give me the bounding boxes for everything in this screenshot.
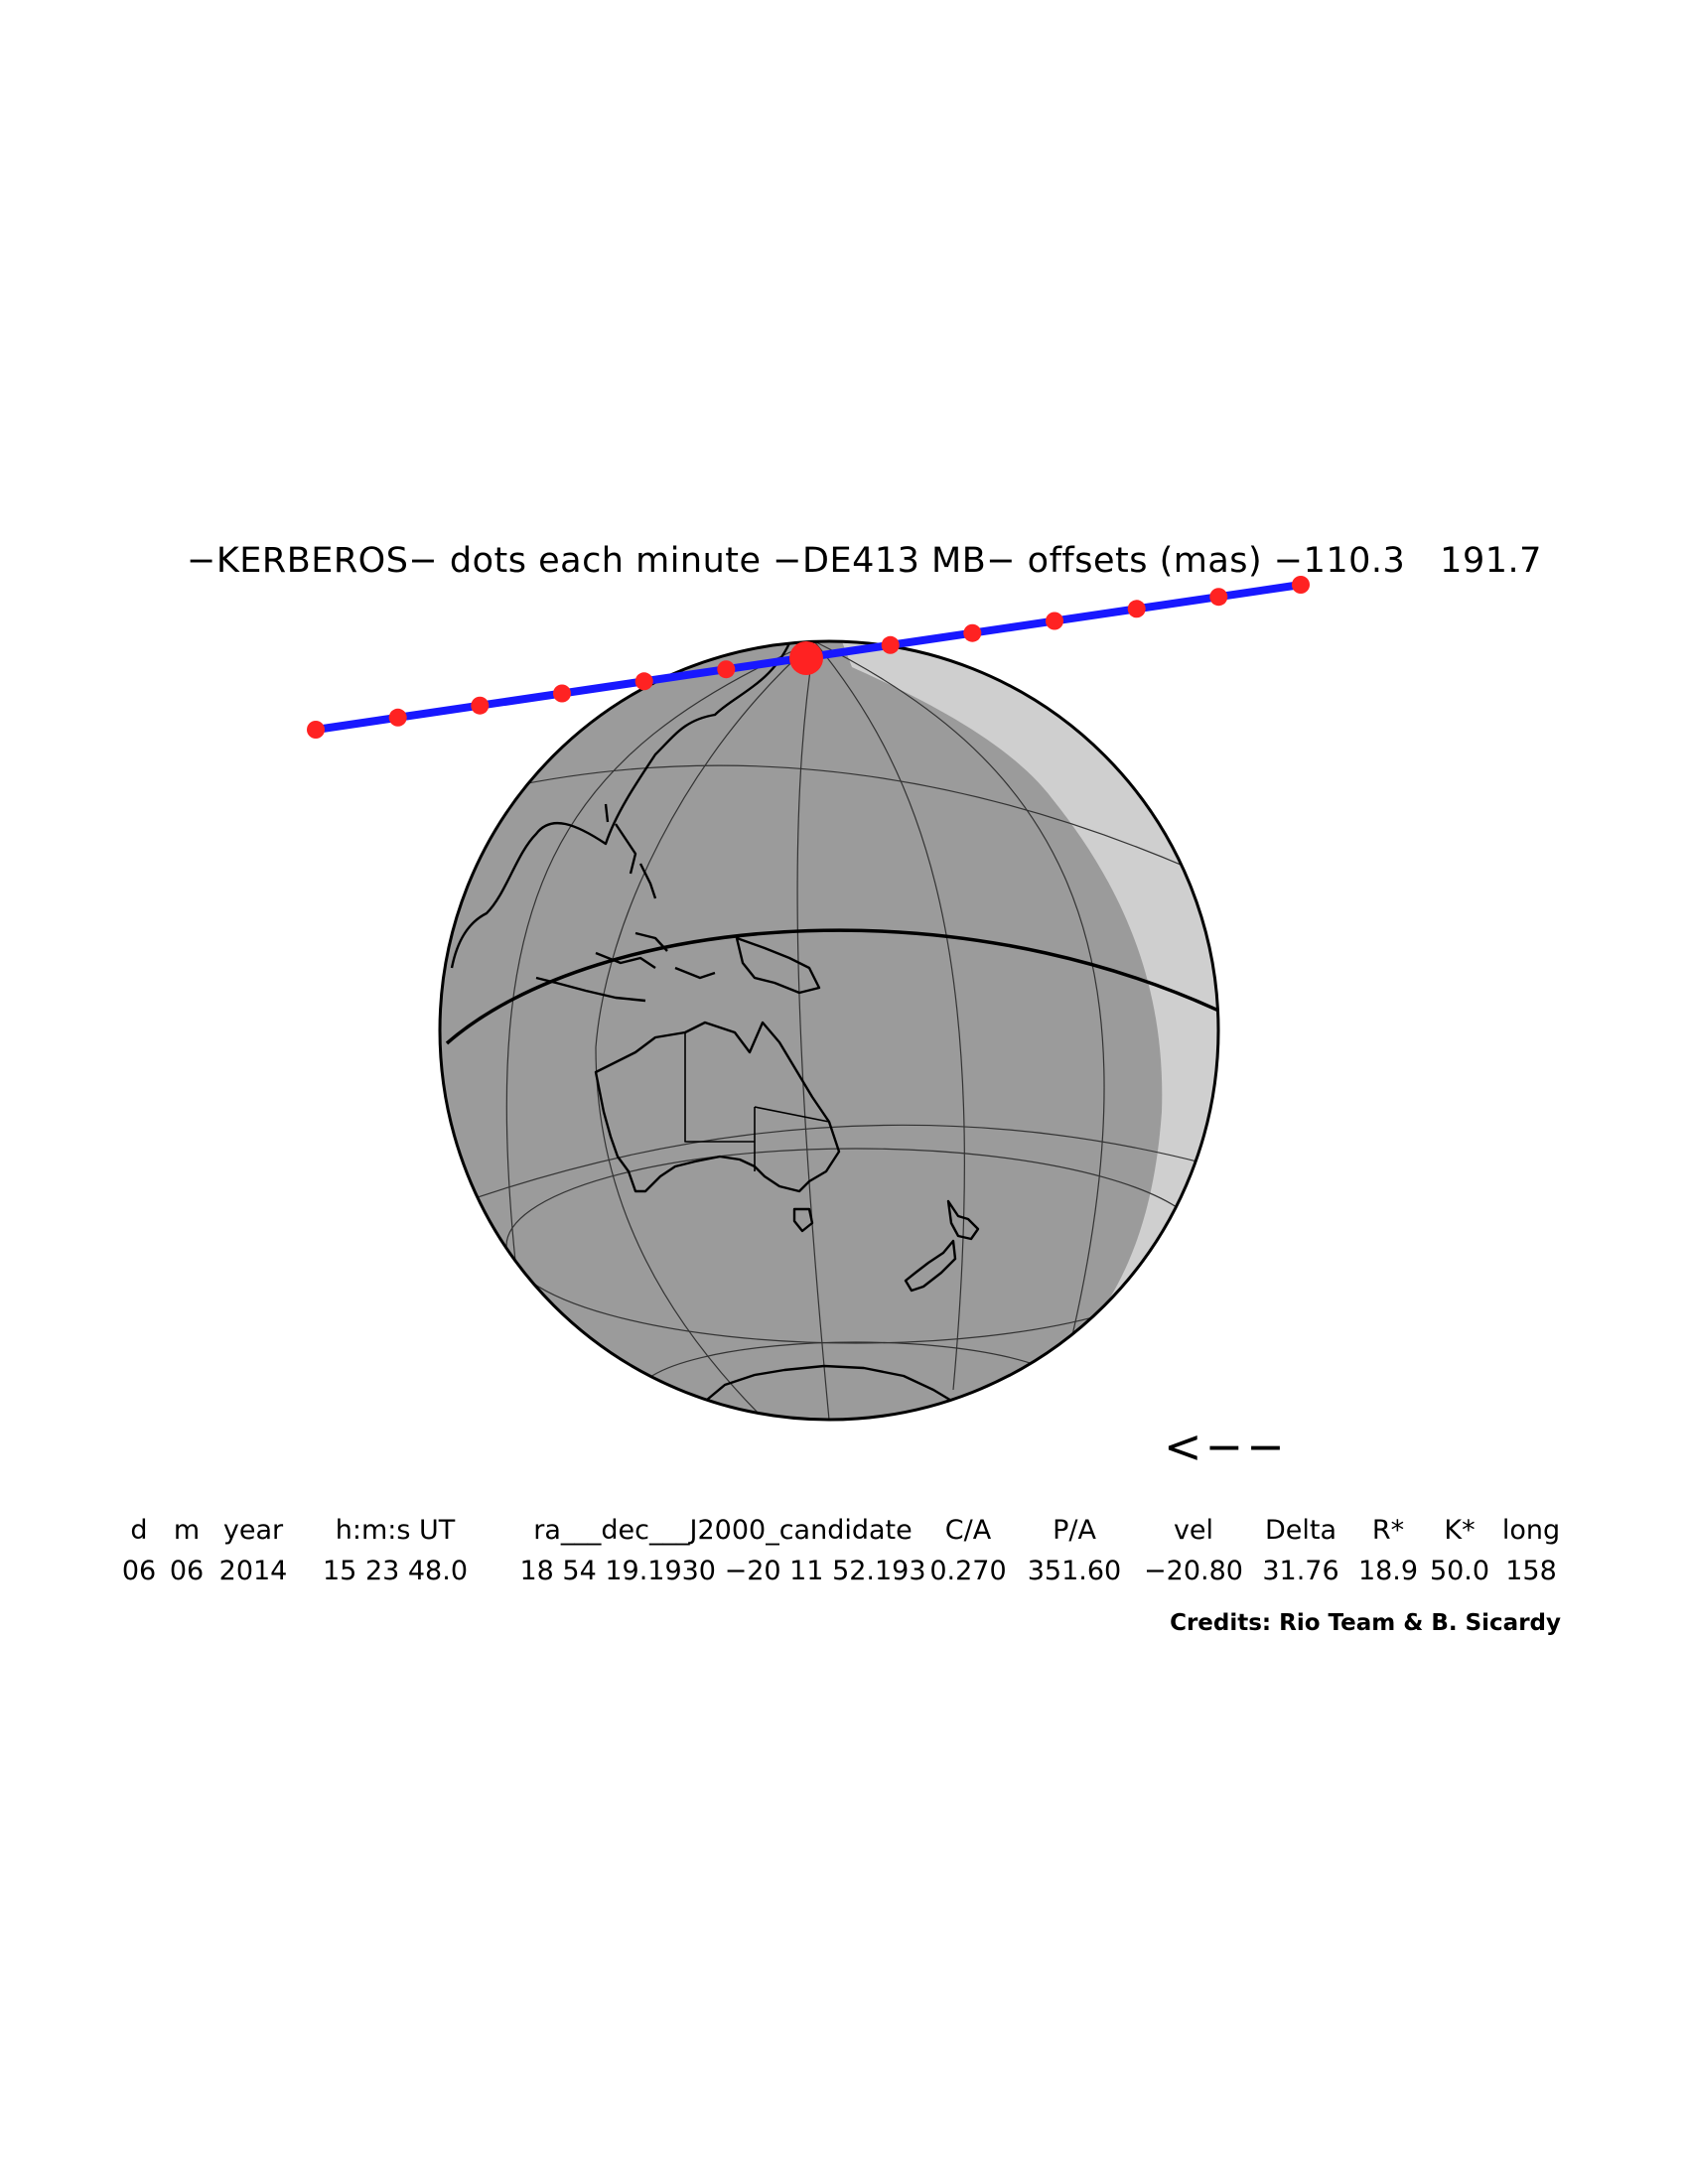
track-dot bbox=[1046, 612, 1063, 630]
table-header-cell: C/A bbox=[944, 1515, 992, 1546]
globe-body bbox=[440, 641, 1218, 1420]
asia-coast bbox=[450, 642, 791, 969]
table-value-cell: 06 bbox=[121, 1556, 157, 1586]
table-value-cell: 0.270 bbox=[929, 1556, 1007, 1586]
track-dot bbox=[881, 635, 900, 654]
track-dot bbox=[471, 696, 490, 715]
track-dot bbox=[717, 660, 736, 679]
new-zealand-north bbox=[946, 1199, 980, 1241]
tasmania-outline bbox=[792, 1207, 814, 1233]
table-value-cell: 31.76 bbox=[1262, 1556, 1339, 1586]
plot-title: −KERBEROS− dots each minute −DE413 MB− o… bbox=[187, 541, 1542, 581]
australia-outline bbox=[594, 1021, 841, 1193]
table-header-cell: long bbox=[1501, 1515, 1561, 1546]
meridian bbox=[796, 641, 830, 1420]
parallel bbox=[476, 764, 1202, 875]
track-dot bbox=[1209, 588, 1228, 607]
meridian bbox=[813, 641, 1105, 1336]
table-value-cell: 2014 bbox=[218, 1556, 288, 1586]
table-value-cell: 15 23 48.0 bbox=[323, 1556, 468, 1586]
new-zealand-south bbox=[904, 1239, 957, 1293]
track-dot bbox=[388, 708, 407, 727]
table-header-cell: m bbox=[173, 1515, 201, 1546]
track-dot bbox=[1127, 600, 1146, 618]
table-value-cell: 158 bbox=[1505, 1556, 1557, 1586]
table-values-row: 06 06 2014 15 23 48.0 18 54 19.1930 −20 11 5… bbox=[109, 1556, 1569, 1595]
table-value-cell: 06 bbox=[169, 1556, 205, 1586]
australia-states bbox=[684, 1032, 830, 1171]
credits: Credits: Rio Team & B. Sicardy bbox=[1170, 1610, 1561, 1636]
track-dot bbox=[553, 684, 571, 703]
table-value-cell: 18.9 bbox=[1357, 1556, 1419, 1586]
table-header-cell: P/A bbox=[1053, 1515, 1096, 1546]
table-header-cell: R* bbox=[1371, 1515, 1405, 1546]
table-value-cell: 18 54 19.1930 −20 11 52.193 bbox=[519, 1556, 926, 1586]
track-dots bbox=[307, 576, 1310, 739]
table-value-cell: 351.60 bbox=[1027, 1556, 1122, 1586]
meridian bbox=[505, 641, 815, 1272]
table-header-cell: K* bbox=[1444, 1515, 1476, 1546]
table-header-cell: ra___dec___J2000_candidate bbox=[533, 1515, 913, 1546]
graticule bbox=[451, 641, 1217, 1420]
table-value-cell: 50.0 bbox=[1429, 1556, 1490, 1586]
table-header-cell: year bbox=[222, 1515, 284, 1546]
table-header-cell: d bbox=[130, 1515, 148, 1546]
track-dot bbox=[1292, 576, 1310, 594]
equator bbox=[445, 928, 1218, 1045]
table-header-cell: h:m:s UT bbox=[335, 1515, 456, 1546]
indonesia-islands bbox=[535, 931, 716, 1003]
table-header-row: d m year h:m:s UT ra___dec___J2000_candidate… bbox=[109, 1515, 1569, 1555]
philippines-islands bbox=[604, 803, 657, 899]
table-header-cell: vel bbox=[1173, 1515, 1214, 1546]
track-dot bbox=[307, 721, 325, 739]
track-dot bbox=[634, 672, 653, 691]
table-value-cell: −20.80 bbox=[1144, 1556, 1243, 1586]
direction-arrow: <−− bbox=[1164, 1420, 1288, 1473]
new-guinea-outline bbox=[735, 936, 821, 995]
meridian bbox=[595, 641, 815, 1420]
track-dot bbox=[963, 623, 982, 642]
parallel bbox=[451, 1124, 1217, 1207]
globe-outline bbox=[438, 639, 1220, 1422]
closest-approach-dot bbox=[789, 641, 823, 675]
table-header-cell: Delta bbox=[1264, 1515, 1337, 1546]
